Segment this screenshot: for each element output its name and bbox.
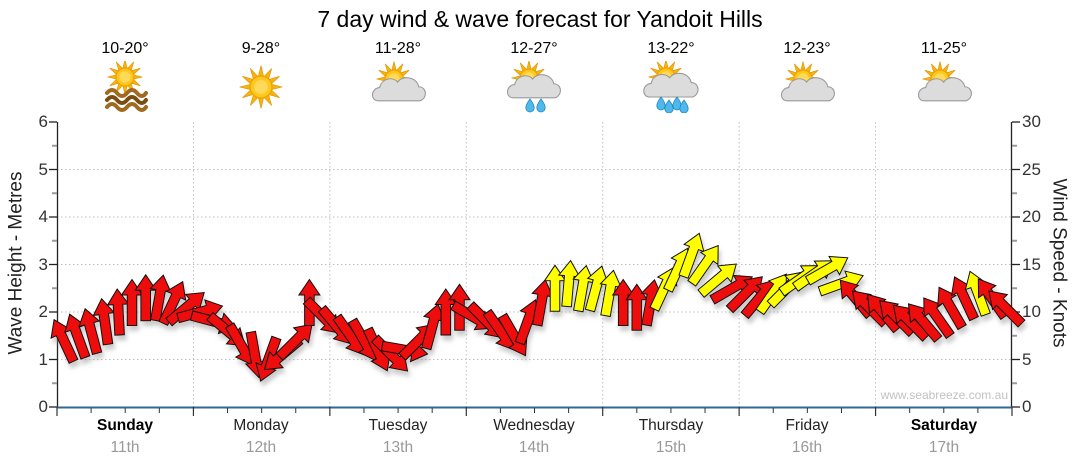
wind-arrow: [937, 286, 967, 331]
rain-icon: [606, 61, 736, 113]
day-label: Wednesday 14th: [469, 417, 599, 457]
partly-cloudy-icon: [879, 61, 1009, 113]
wind-arrows: [50, 232, 1026, 382]
wave-tick-label: 2: [38, 302, 48, 321]
day-name: Saturday: [910, 417, 978, 434]
wind-arrow: [923, 297, 955, 340]
forecast-day-column: 12-23°: [742, 40, 872, 113]
temp-range: 10-20°: [101, 40, 149, 57]
temp-range: 11-28°: [374, 40, 422, 57]
showers-icon: [469, 61, 599, 113]
day-label: Thursday 15th: [606, 417, 736, 457]
forecast-day-column: 12-27°: [469, 40, 599, 113]
wind-arrow: [804, 255, 849, 286]
knots-tick-label: 15: [1022, 254, 1041, 274]
partly-cloudy-icon: [742, 61, 872, 113]
wind-arrow: [687, 244, 719, 287]
sun-waves-icon: [60, 61, 190, 113]
day-date: 17th: [928, 439, 960, 456]
knots-tick-label: 5: [1022, 349, 1032, 369]
forecast-day-column: 11-28°: [333, 40, 463, 113]
wave-tick-label: 3: [38, 254, 48, 274]
temp-range: 9-28°: [241, 40, 281, 57]
temp-range: 12-27°: [510, 40, 558, 57]
day-name: Sunday: [97, 417, 153, 434]
day-label: Tuesday 13th: [333, 417, 463, 457]
day-label: Sunday 11th: [60, 417, 190, 457]
wind-arrow: [697, 263, 738, 298]
wave-tick-label: 5: [38, 159, 48, 179]
day-name: Friday: [785, 417, 829, 434]
sunny-icon: [196, 61, 326, 113]
x-axis: [56, 406, 1013, 416]
day-date: 11th: [110, 439, 140, 456]
watermark: www.seabreeze.com.au: [880, 388, 1008, 402]
day-date: 13th: [382, 439, 414, 456]
day-label: Friday 16th: [742, 417, 872, 457]
y-axes: [49, 121, 1020, 408]
wind-arrow: [275, 323, 313, 361]
day-date: 12th: [245, 439, 277, 456]
wave-tick-label: 0: [38, 397, 48, 416]
day-label: Saturday 17th: [879, 417, 1009, 457]
day-label: Monday 12th: [196, 417, 326, 457]
day-name: Monday: [233, 417, 289, 434]
gridlines: [57, 122, 1012, 407]
forecast-day-column: 13-22°: [606, 40, 736, 113]
day-name: Wednesday: [493, 417, 575, 434]
knots-tick-label: 30: [1022, 112, 1041, 131]
day-date: 14th: [518, 439, 550, 456]
temp-range: 13-22°: [647, 40, 695, 57]
wave-tick-label: 1: [38, 349, 48, 369]
forecast-day-column: 11-25°: [879, 40, 1009, 113]
day-name: Tuesday: [368, 417, 428, 434]
knots-tick-label: 10: [1022, 302, 1041, 321]
temp-range: 11-25°: [920, 40, 968, 57]
forecast-day-column: 9-28°: [196, 40, 326, 113]
day-date: 15th: [655, 439, 687, 456]
wind-arrow: [988, 290, 1026, 328]
day-date: 16th: [791, 439, 823, 456]
wind-arrow: [158, 280, 187, 327]
wave-tick-label: 6: [38, 112, 48, 131]
partly-cloudy-icon: [333, 61, 463, 113]
knots-tick-label: 20: [1022, 207, 1041, 226]
knots-tick-label: 25: [1022, 159, 1041, 179]
day-name: Thursday: [638, 417, 704, 434]
wind-arrow: [78, 307, 103, 356]
wave-tick-label: 4: [38, 207, 48, 226]
knots-tick-label: 0: [1022, 397, 1032, 416]
temp-range: 12-23°: [783, 40, 831, 57]
page-title: 7 day wind & wave forecast for Yandoit H…: [317, 6, 763, 32]
forecast-day-column: 10-20°: [60, 40, 190, 113]
